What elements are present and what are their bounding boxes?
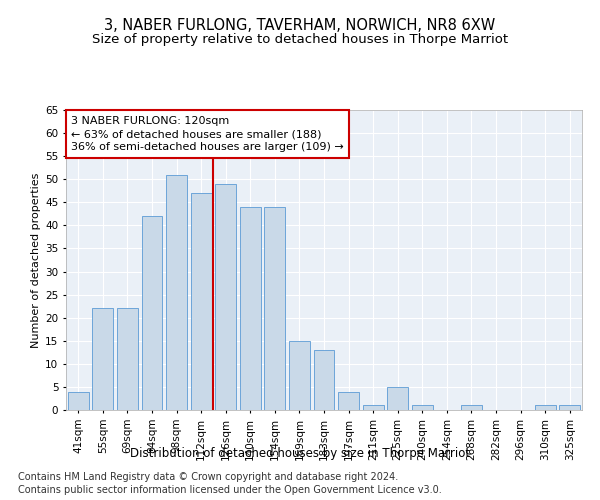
Bar [461,406,482,410]
Bar [387,387,408,410]
Text: Contains HM Land Registry data © Crown copyright and database right 2024.: Contains HM Land Registry data © Crown c… [18,472,398,482]
Bar [215,184,236,410]
Text: 3, NABER FURLONG, TAVERHAM, NORWICH, NR8 6XW: 3, NABER FURLONG, TAVERHAM, NORWICH, NR8… [104,18,496,32]
Bar [166,174,187,410]
Bar [191,193,212,410]
Bar [535,406,556,410]
Bar [92,308,113,410]
Y-axis label: Number of detached properties: Number of detached properties [31,172,41,348]
Text: 3 NABER FURLONG: 120sqm
← 63% of detached houses are smaller (188)
36% of semi-d: 3 NABER FURLONG: 120sqm ← 63% of detache… [71,116,344,152]
Bar [412,406,433,410]
Bar [289,341,310,410]
Text: Distribution of detached houses by size in Thorpe Marriot: Distribution of detached houses by size … [130,448,470,460]
Text: Size of property relative to detached houses in Thorpe Marriot: Size of property relative to detached ho… [92,32,508,46]
Text: Contains public sector information licensed under the Open Government Licence v3: Contains public sector information licen… [18,485,442,495]
Bar [240,207,261,410]
Bar [117,308,138,410]
Bar [559,406,580,410]
Bar [338,392,359,410]
Bar [265,207,286,410]
Bar [142,216,163,410]
Bar [362,406,383,410]
Bar [314,350,334,410]
Bar [68,392,89,410]
